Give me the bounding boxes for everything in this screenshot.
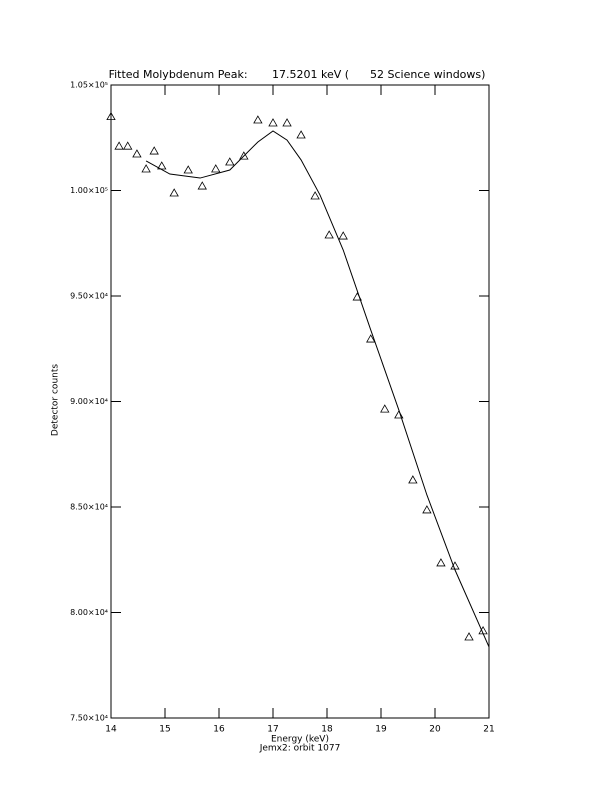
data-point xyxy=(239,151,249,160)
x-tick-label: 21 xyxy=(483,725,494,735)
x-tick-label: 18 xyxy=(321,725,333,735)
y-tick-label: 1.00×10⁵ xyxy=(70,186,108,195)
data-point xyxy=(436,558,446,567)
data-point xyxy=(149,146,159,155)
data-point xyxy=(197,181,207,190)
y-tick-label: 7.50×10⁴ xyxy=(70,714,108,723)
data-point xyxy=(253,115,263,124)
x-tick-label: 20 xyxy=(429,725,441,735)
data-point xyxy=(141,164,151,173)
x-tick-label: 17 xyxy=(267,725,278,735)
data-point xyxy=(225,157,235,166)
data-point xyxy=(380,404,390,413)
data-point xyxy=(366,334,376,343)
y-tick-label: 9.50×10⁴ xyxy=(70,292,108,301)
x-tick-label: 16 xyxy=(213,725,225,735)
data-point xyxy=(422,505,432,514)
data-point xyxy=(106,111,116,121)
data-point xyxy=(464,632,474,641)
data-point xyxy=(282,118,292,127)
data-point xyxy=(268,118,278,127)
data-point xyxy=(296,130,306,139)
data-point xyxy=(310,191,320,200)
x-tick-label: 14 xyxy=(105,725,117,735)
y-tick-label: 8.50×10⁴ xyxy=(70,503,108,512)
x-tick-label: 19 xyxy=(375,725,387,735)
chart-title: Fitted Molybdenum Peak: 17.5201 keV ( 52… xyxy=(109,68,486,81)
data-point xyxy=(183,165,193,174)
fit-line xyxy=(145,130,490,648)
data-point xyxy=(408,475,418,484)
subtitle: Jemx2: orbit 1077 xyxy=(259,744,341,754)
x-axis-label: Energy (keV) xyxy=(271,735,329,745)
x-tick-label: 15 xyxy=(159,725,170,735)
data-point xyxy=(338,231,348,240)
data-point xyxy=(211,164,221,173)
data-point xyxy=(169,188,179,197)
y-axis-label: Detector counts xyxy=(51,364,61,436)
data-point xyxy=(324,230,334,239)
y-tick-label: 8.00×10⁴ xyxy=(70,608,108,617)
data-point xyxy=(123,141,133,150)
data-point xyxy=(132,149,142,158)
y-tick-label: 9.00×10⁴ xyxy=(70,397,108,406)
data-point xyxy=(114,141,124,150)
y-tick-label: 1.05×10⁵ xyxy=(70,81,108,90)
